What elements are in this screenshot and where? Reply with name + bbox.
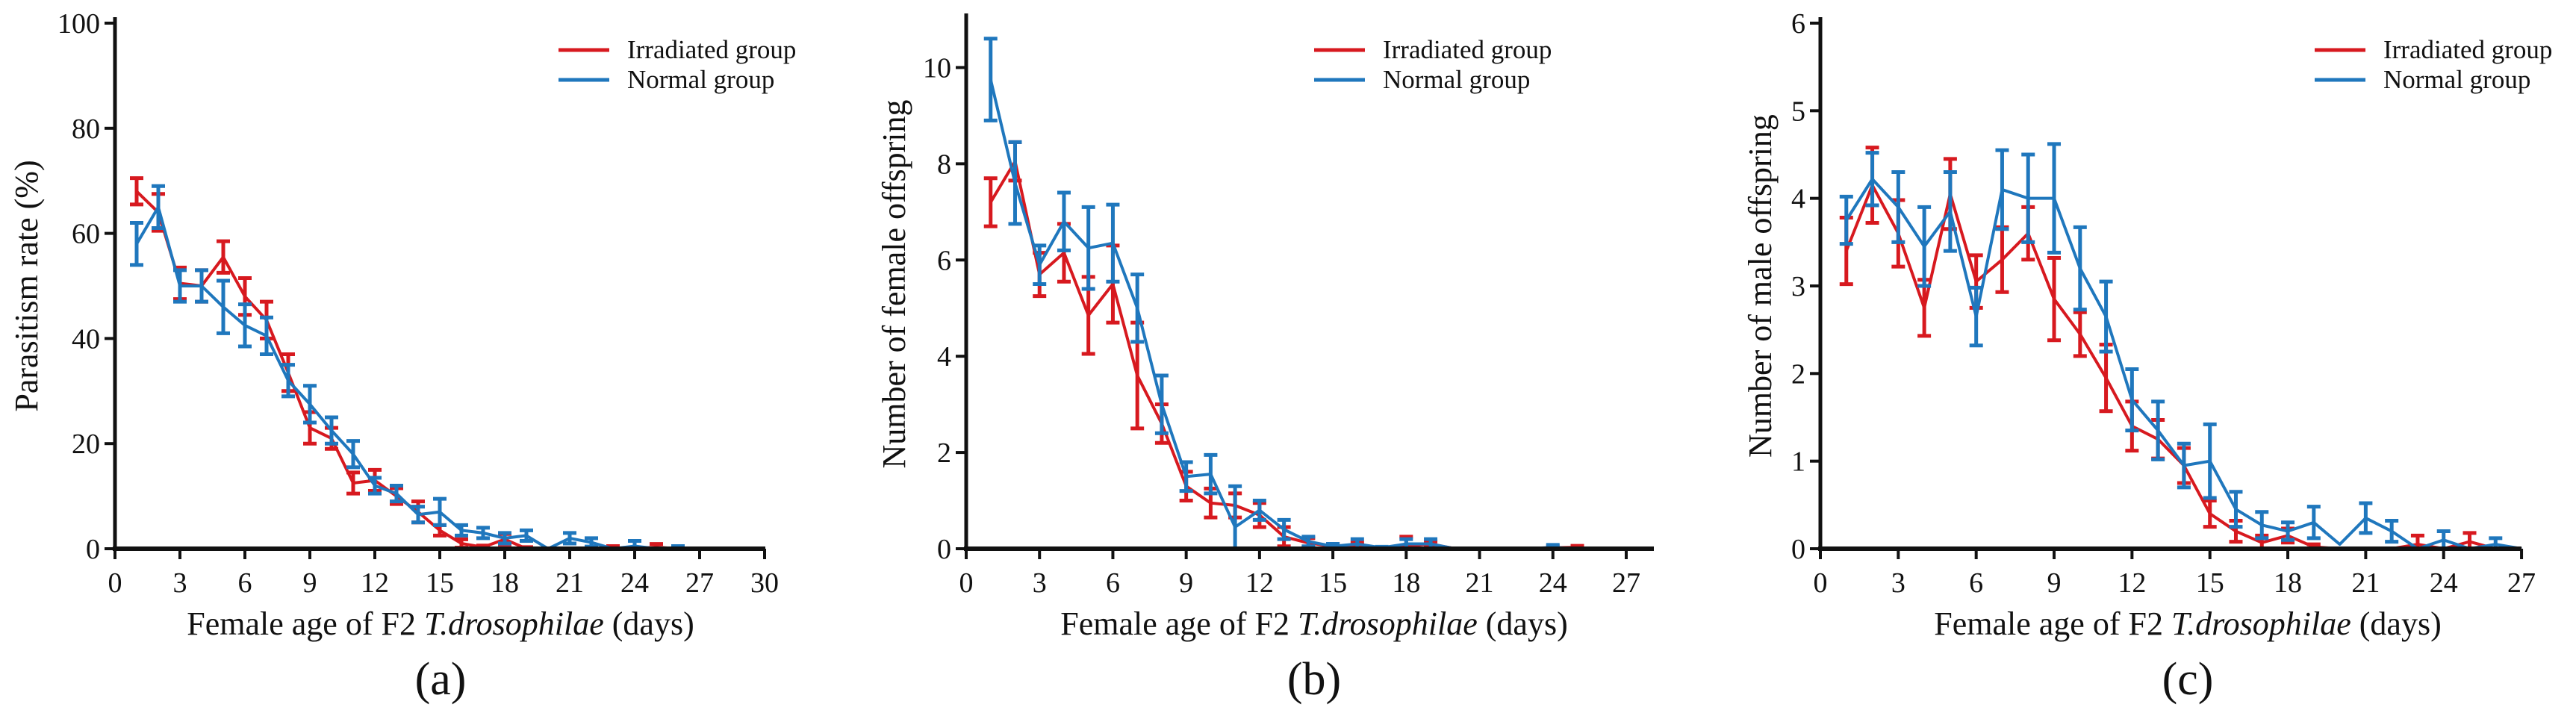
series-line (135, 190, 679, 550)
y-tick-label: 6 (937, 245, 951, 276)
y-tick-label: 3 (1791, 271, 1805, 302)
x-axis-label: Female age of F2 T.drosophilae (days) (1060, 605, 1567, 642)
y-tick-label: 0 (937, 534, 951, 565)
y-tick-label: 2 (937, 437, 951, 469)
x-tick-label: 30 (750, 567, 779, 599)
x-tick-label: 21 (2351, 567, 2380, 599)
x-tick-label: 0 (108, 567, 122, 599)
x-tick-label: 18 (2274, 567, 2302, 599)
series-irradiated (130, 176, 679, 551)
legend-label: Normal group (1383, 65, 1530, 94)
panel-label: (b) (1287, 654, 1341, 705)
x-label-species: T.drosophilae (1298, 605, 1478, 642)
x-tick-label: 0 (959, 567, 974, 599)
series-line (989, 160, 1578, 550)
x-tick-label: 18 (1392, 567, 1420, 599)
y-tick-label: 0 (1791, 534, 1805, 565)
x-tick-label: 9 (303, 567, 317, 599)
series-normal (983, 37, 1578, 551)
y-axis-label: Number of male offspring (1742, 114, 1779, 458)
x-label-suffix: (days) (1478, 605, 1568, 642)
legend-label: Normal group (627, 65, 774, 94)
legend-label: Irradiated group (627, 35, 796, 64)
series-line (989, 79, 1578, 550)
y-tick-label: 10 (923, 52, 951, 84)
y-tick-label: 6 (1791, 8, 1805, 40)
x-axis-label: Female age of F2 T.drosophilae (days) (1934, 605, 2441, 642)
x-label-suffix: (days) (2351, 605, 2442, 642)
y-tick-label: 5 (1791, 96, 1805, 127)
legend-label: Irradiated group (2383, 35, 2552, 64)
x-tick-label: 15 (1319, 567, 1347, 599)
error-bar (983, 176, 998, 228)
series-normal (1839, 142, 2522, 551)
x-tick-label: 9 (1179, 567, 1193, 599)
x-tick-label: 3 (1891, 567, 1905, 599)
x-tick-label: 24 (1539, 567, 1567, 599)
y-tick-label: 100 (57, 8, 100, 40)
x-tick-label: 18 (491, 567, 519, 599)
error-bar (983, 37, 998, 122)
y-tick-label: 80 (72, 113, 100, 145)
panel-label: (a) (415, 654, 467, 705)
legend-label: Irradiated group (1383, 35, 1552, 64)
y-tick-label: 1 (1791, 446, 1805, 478)
y-tick-label: 20 (72, 429, 100, 460)
x-tick-label: 9 (2047, 567, 2062, 599)
y-axis-label: Parasitism rate (%) (8, 160, 45, 411)
x-tick-label: 15 (426, 567, 454, 599)
y-axis-label: Number of female offspring (876, 99, 912, 468)
y-tick-label: 8 (937, 149, 951, 180)
x-tick-label: 27 (2507, 567, 2536, 599)
x-tick-label: 24 (2430, 567, 2458, 599)
series-normal (130, 184, 685, 551)
x-tick-label: 27 (1612, 567, 1640, 599)
x-tick-label: 15 (2196, 567, 2224, 599)
x-tick-label: 21 (556, 567, 584, 599)
series-irradiated (983, 140, 1584, 551)
x-tick-label: 3 (1033, 567, 1047, 599)
y-tick-label: 2 (1791, 358, 1805, 390)
y-tick-label: 0 (86, 534, 100, 565)
x-tick-label: 3 (173, 567, 187, 599)
x-tick-label: 24 (620, 567, 649, 599)
x-tick-label: 6 (1969, 567, 1983, 599)
x-tick-label: 0 (1814, 567, 1828, 599)
x-label-suffix: (days) (604, 605, 694, 642)
x-label-prefix: Female age of F2 (1934, 605, 2171, 642)
x-tick-label: 21 (1466, 567, 1494, 599)
x-axis-label: Female age of F2 T.drosophilae (days) (187, 605, 694, 642)
series-line (1845, 177, 2522, 550)
x-tick-label: 6 (238, 567, 252, 599)
x-label-species: T.drosophilae (424, 605, 604, 642)
legend-label: Normal group (2383, 65, 2530, 94)
series-line (135, 205, 679, 550)
x-tick-label: 12 (361, 567, 389, 599)
y-tick-label: 60 (72, 219, 100, 250)
panel-label: (c) (2162, 654, 2214, 705)
y-tick-label: 4 (937, 341, 951, 373)
y-tick-label: 4 (1791, 184, 1805, 215)
x-tick-label: 6 (1106, 567, 1120, 599)
x-label-prefix: Female age of F2 (1060, 605, 1298, 642)
series-line (1844, 184, 2522, 550)
x-label-species: T.drosophilae (2171, 605, 2351, 642)
x-tick-label: 12 (2118, 567, 2146, 599)
y-tick-label: 40 (72, 323, 100, 355)
x-label-prefix: Female age of F2 (187, 605, 424, 642)
x-tick-label: 27 (685, 567, 714, 599)
x-tick-label: 12 (1245, 567, 1274, 599)
chart-panel-a: 0 3 6 9 12 15 18 21 24 27 30 0 20 40 60 80 100 Parasitism… (8, 8, 796, 705)
